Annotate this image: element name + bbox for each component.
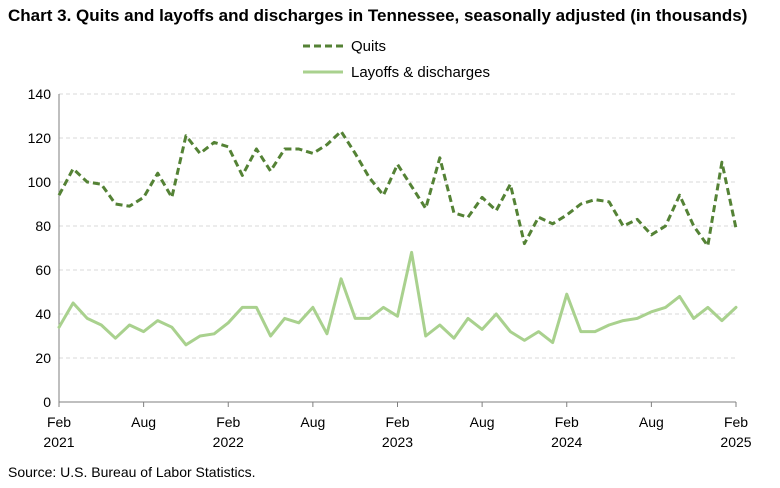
x-tick-label-month: Aug <box>300 414 325 430</box>
x-tick-label-year: 2025 <box>720 434 751 450</box>
x-tick-label-year: 2021 <box>43 434 74 450</box>
source-note: Source: U.S. Bureau of Labor Statistics. <box>8 464 256 480</box>
x-tick-label-month: Aug <box>470 414 495 430</box>
x-tick-label-month: Feb <box>216 414 240 430</box>
chart-title: Chart 3. Quits and layoffs and discharge… <box>8 6 748 25</box>
gridlines <box>59 93 736 359</box>
legend-label: Quits <box>351 38 386 55</box>
x-tick-label-year: 2022 <box>213 434 244 450</box>
y-tick-label: 40 <box>35 306 51 322</box>
x-tick-label-month: Aug <box>639 414 664 430</box>
x-axis: Feb 2021 Aug Feb 2022 Aug Feb 2023 Aug Feb 2024 Aug… <box>43 401 752 450</box>
y-axis: 0 20 40 60 80 100 120 140 <box>28 86 60 410</box>
x-tick-label-year: 2024 <box>551 434 582 450</box>
x-tick-label-month: Aug <box>131 414 156 430</box>
legend-label: Layoffs & discharges <box>351 64 490 81</box>
series-line-quits <box>57 129 738 248</box>
x-tick-label-month: Feb <box>47 414 71 430</box>
y-tick-label: 20 <box>35 350 51 366</box>
legend: Quits Layoffs & discharges <box>303 38 490 81</box>
x-tick-label-year: 2023 <box>382 434 413 450</box>
y-tick-label: 80 <box>35 218 51 234</box>
y-tick-label: 0 <box>43 394 51 410</box>
x-tick-label-month: Feb <box>724 414 748 430</box>
y-tick-label: 140 <box>28 86 52 102</box>
x-tick-label-month: Feb <box>385 414 409 430</box>
y-tick-label: 60 <box>35 262 51 278</box>
x-tick-label-month: Feb <box>555 414 579 430</box>
y-tick-label: 120 <box>28 130 52 146</box>
y-tick-label: 100 <box>28 174 52 190</box>
series-line-layoffs-discharges <box>57 250 738 347</box>
series-lines <box>57 129 738 347</box>
